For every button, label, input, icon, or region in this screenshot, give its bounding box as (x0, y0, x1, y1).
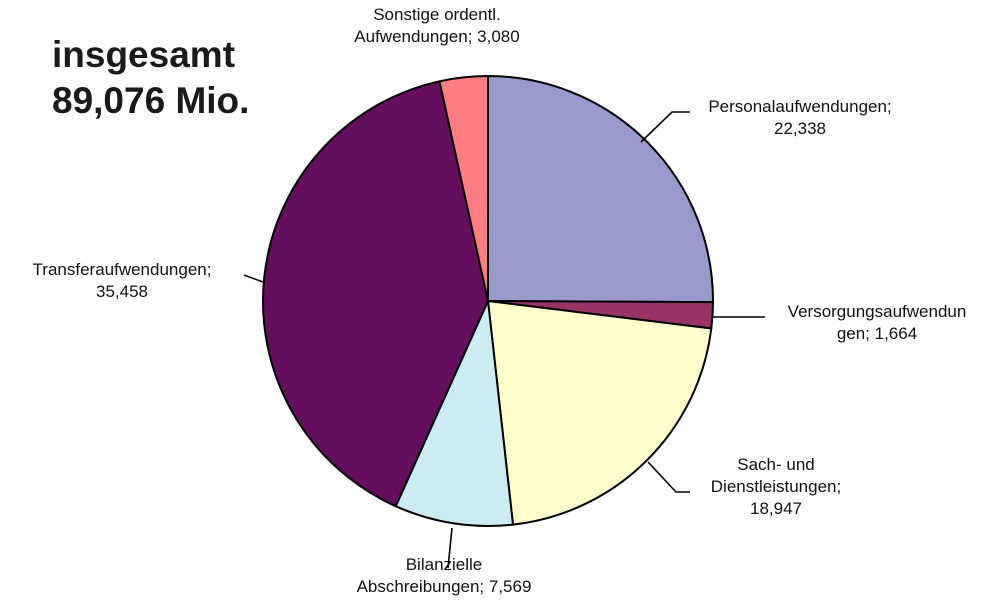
slice-label-line: 22,338 (774, 119, 826, 138)
slice-label-0: Personalaufwendungen; 22,338 (708, 97, 891, 138)
slice-label-3: Bilanzielle Abschreibungen; 7,569 (357, 555, 532, 596)
pie-slice-5 (438, 75, 489, 302)
total-value: 89,076 Mio. (52, 80, 250, 121)
leader-line-3 (447, 527, 453, 569)
slice-label-4: Transferaufwendungen; 35,458 (33, 260, 212, 301)
slice-label-line: Aufwendungen; 3,080 (354, 27, 519, 46)
slice-label-line: 18,947 (750, 499, 802, 518)
pie-slice-4 (262, 80, 489, 508)
slice-label-line: Versorgungsaufwendun (788, 302, 967, 321)
slice-label-line: Sonstige ordentl. (373, 5, 501, 24)
total-summary: insgesamt 89,076 Mio. (52, 32, 249, 124)
leader-line-2 (647, 461, 690, 493)
slice-label-line: Transferaufwendungen; (33, 260, 212, 279)
leader-line-0 (640, 111, 690, 143)
total-label: insgesamt (52, 34, 236, 75)
slice-label-line: Abschreibungen; 7,569 (357, 577, 532, 596)
slice-label-line: Personalaufwendungen; (708, 97, 891, 116)
slice-label-line: Dienstleistungen; (711, 477, 841, 496)
pie-slice-0 (487, 75, 715, 304)
slice-label-line: gen; 1,664 (837, 324, 917, 343)
slice-labels: Personalaufwendungen; 22,338 Versorgungsau… (33, 5, 967, 596)
leader-lines (243, 111, 765, 569)
pie-slice-2 (487, 300, 713, 526)
pie-slices (262, 75, 715, 527)
slice-label-line: Bilanzielle (406, 555, 483, 574)
leader-line-4 (243, 274, 264, 283)
slice-label-2: Sach- und Dienstleistungen; 18,947 (711, 455, 841, 518)
pie-slice-3 (394, 300, 515, 527)
slice-label-line: Sach- und (737, 455, 815, 474)
slice-label-line: 35,458 (96, 282, 148, 301)
slice-label-1: Versorgungsaufwendun gen; 1,664 (788, 302, 967, 343)
slice-label-5: Sonstige ordentl. Aufwendungen; 3,080 (354, 5, 519, 46)
